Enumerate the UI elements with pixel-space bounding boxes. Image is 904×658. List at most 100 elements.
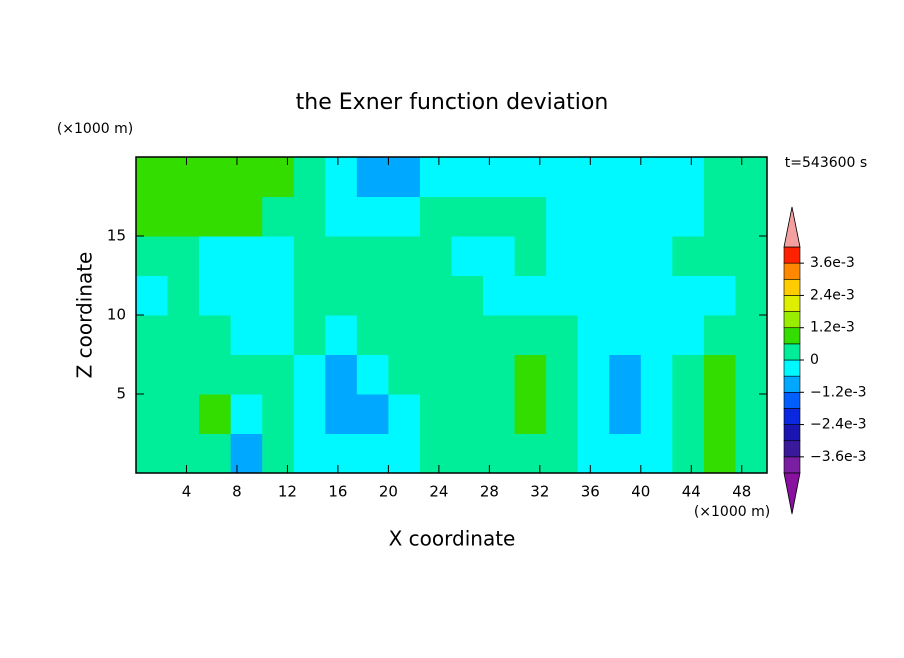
y-axis-label: Z coordinate [73,252,97,379]
contour-cell [609,394,642,434]
x-tick-label: 24 [429,483,448,501]
contour-cell [451,394,484,434]
colorbar-box [783,408,801,425]
contour-cell [703,354,736,395]
contour-cell [577,275,610,316]
contour-cell [609,315,642,355]
contour-cell [356,196,389,237]
contour-cell [514,433,547,474]
contour-cell [199,315,232,355]
contour-cell [199,394,232,434]
contour-cell [388,236,421,276]
contour-cell [325,433,358,474]
x-tick-label: 32 [530,483,549,501]
contour-cell [167,236,200,276]
colorbar-box [783,375,801,393]
colorbar-box [783,327,801,345]
contour-cell [577,196,610,237]
contour-cell [609,433,642,474]
contour-cell [609,157,642,197]
contour-cell [262,394,295,434]
contour-cell [514,315,547,355]
annotation: t=543600 s [785,155,867,171]
contour-cell [325,196,358,237]
contour-cell [356,394,389,434]
contour-cell [483,275,516,316]
x-tick-label: 8 [232,483,242,501]
colorbar-tick-label: −1.2e-3 [810,384,867,400]
contour-cell [735,236,768,276]
contour-cell [230,275,263,316]
x-tick-label: 36 [581,483,600,501]
contour-cell [483,236,516,276]
contour-cell [136,236,169,276]
contour-cell [356,275,389,316]
contour-cell [167,275,200,316]
contour-cell [703,196,736,237]
y-tick-label: 15 [107,227,126,245]
contour-cell [672,394,705,434]
y-tick-label: 10 [107,306,126,324]
contour-cell [419,394,452,434]
contour-cell [262,196,295,237]
colorbar-box [783,262,801,280]
contour-cell [546,394,579,434]
contour-cell [388,394,421,434]
contour-cell [388,354,421,395]
contour-cell [262,433,295,474]
contour-cell [672,275,705,316]
contour-cell [672,157,705,197]
colorbar-tick-label: −3.6e-3 [810,449,867,465]
contour-cell [262,236,295,276]
contour-cell [293,157,326,197]
contour-cell [230,157,263,197]
contour-cell [672,433,705,474]
contour-cell [735,157,768,197]
contour-cell [419,157,452,197]
contour-cell [672,236,705,276]
contour-cell [640,354,673,395]
colorbar-over [783,206,801,248]
contour-cell [293,196,326,237]
contour-cell [546,236,579,276]
contour-cell [609,354,642,395]
colorbar-box [783,246,801,264]
contour-cell [640,275,673,316]
colorbar-tick-label: 3.6e-3 [810,255,855,271]
contour-cell [262,157,295,197]
contour-cell [356,236,389,276]
field [136,157,768,474]
contour-cell [640,196,673,237]
contour-cell [293,315,326,355]
colorbar-box [783,343,801,361]
contour-cell [262,354,295,395]
contour-cell [388,275,421,316]
contour-cell [136,315,169,355]
x-tick-label: 20 [379,483,398,501]
contour-cell [451,354,484,395]
contour-cell [388,157,421,197]
contour-cell [325,394,358,434]
contour-cell [136,354,169,395]
contour-cell [483,157,516,197]
contour-cell [451,236,484,276]
contour-cell [451,433,484,474]
contour-cell [514,354,547,395]
contour-cell [640,394,673,434]
colorbar-box [783,359,801,377]
contour-cell [230,236,263,276]
contour-cell [609,236,642,276]
contour-cell [293,394,326,434]
contour-cell [577,394,610,434]
contour-cell [419,315,452,355]
contour-cell [735,315,768,355]
contour-cell [514,394,547,434]
contour-cell [262,275,295,316]
contour-cell [167,394,200,434]
contour-cell [703,433,736,474]
contour-cell [577,433,610,474]
x-tick-label: 48 [732,483,751,501]
contour-cell [514,236,547,276]
contour-cell [546,433,579,474]
